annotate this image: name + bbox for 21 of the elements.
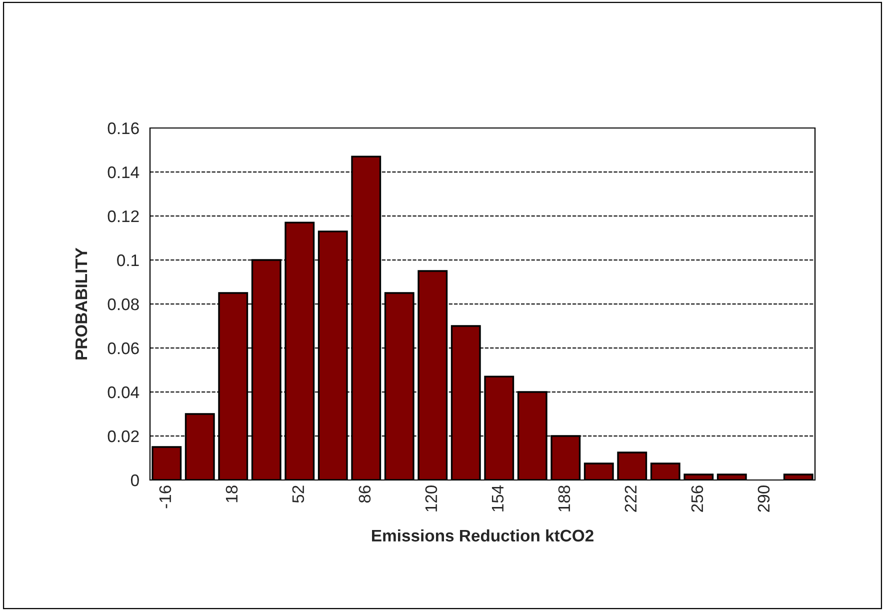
y-tick-label: 0 <box>130 474 139 486</box>
x-tick-label: 120 <box>425 486 438 512</box>
x-tick-label: 154 <box>492 485 504 512</box>
x-tick-label: 18 <box>226 486 238 502</box>
y-tick-label: 0.16 <box>108 122 139 134</box>
y-tick-label: 0.08 <box>108 298 139 310</box>
y-tick-label: 0.06 <box>108 342 139 354</box>
x-axis-title: Emissions Reduction ktCO2 <box>372 529 594 542</box>
y-tick-label: 0.1 <box>117 254 139 266</box>
x-tick-label: 222 <box>624 486 636 512</box>
y-tick-label: 0.04 <box>108 386 140 398</box>
x-tick-label: 256 <box>691 486 704 512</box>
y-tick-label: 0.02 <box>108 430 139 442</box>
x-tick-label: 188 <box>558 486 570 512</box>
x-tick-label: 290 <box>758 486 770 512</box>
x-tick-label: 86 <box>358 486 371 503</box>
y-tick-label: 0.12 <box>108 210 139 222</box>
y-axis-title: PROBABILITY <box>75 248 88 360</box>
y-tick-label: 0.14 <box>108 166 140 178</box>
x-tick-label: -16 <box>159 486 172 508</box>
x-tick-label: 52 <box>292 486 304 503</box>
